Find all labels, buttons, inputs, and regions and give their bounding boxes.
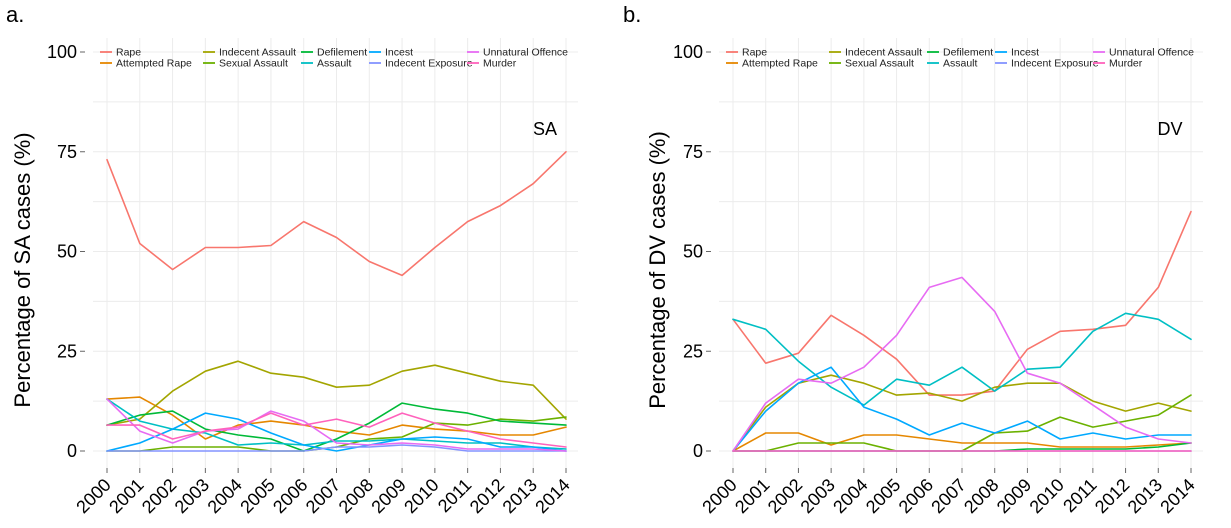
- legend-label: Unnatural Offence: [1109, 47, 1194, 59]
- grid: [719, 38, 1203, 468]
- x-tick-label: 2003: [797, 475, 839, 517]
- annotation-dv: DV: [1157, 119, 1182, 139]
- x-tick-label: 2013: [1124, 475, 1166, 517]
- x-tick-label: 2013: [499, 475, 541, 517]
- x-tick-label: 2008: [960, 475, 1002, 517]
- y-tick-label: 75: [683, 142, 703, 162]
- legend: Rape Indecent Assault Defilement Incest Unna…: [100, 47, 568, 70]
- panel-label-b: b.: [623, 2, 641, 27]
- y-tick-label: 0: [693, 441, 703, 461]
- series-line-incest: [732, 366, 1192, 452]
- series-line-indecent-assault: [106, 360, 567, 426]
- series-line-assault: [106, 398, 567, 450]
- x-tick-label: 2000: [698, 475, 740, 517]
- y-tick-label: 50: [683, 242, 703, 262]
- panel-sa: a. Percentage of SA cases (%) SA 0 25 50 75…: [6, 2, 578, 517]
- series-line-incest: [106, 412, 567, 452]
- x-tick-label: 2006: [895, 475, 937, 517]
- x-tick-label: 2012: [1091, 475, 1133, 517]
- x-tick-label: 2010: [1026, 475, 1068, 517]
- series-line-assault: [732, 312, 1192, 406]
- series-line-defilement: [106, 402, 567, 452]
- x-tick-label: 2009: [993, 475, 1035, 517]
- y-tick-label: 50: [57, 242, 77, 262]
- legend-label: Incest: [385, 47, 413, 59]
- x-tick-label: 2014: [531, 475, 573, 517]
- x-tick-label: 2008: [335, 475, 377, 517]
- x-tick-label: 2000: [72, 475, 114, 517]
- x-tick-label: 2014: [1156, 475, 1198, 517]
- legend-label: Attempted Rape: [742, 58, 818, 70]
- legend-label: Indecent Exposure: [385, 58, 473, 70]
- legend-label: Sexual Assault: [219, 58, 288, 70]
- legend-label: Attempted Rape: [116, 58, 192, 70]
- x-tick-label: 2004: [829, 475, 871, 517]
- x-tick-label: 2007: [302, 475, 344, 517]
- series-line-unnatural-offence: [106, 398, 567, 452]
- legend: Rape Indecent Assault Defilement Incest Unna…: [726, 47, 1194, 70]
- legend-label: Unnatural Offence: [483, 47, 568, 59]
- x-tick-label: 2009: [367, 475, 409, 517]
- legend-label: Indecent Assault: [845, 47, 922, 59]
- panel-label-a: a.: [6, 2, 24, 27]
- x-tick-label: 2011: [1059, 475, 1101, 517]
- y-tick-label: 75: [57, 142, 77, 162]
- legend-label: Rape: [116, 47, 141, 59]
- legend-label: Assault: [943, 58, 978, 70]
- x-tick-label: 2001: [731, 475, 773, 517]
- legend-label: Indecent Assault: [219, 47, 296, 59]
- legend-label: Assault: [317, 58, 352, 70]
- legend-label: Rape: [742, 47, 767, 59]
- series-line-rape: [106, 151, 567, 277]
- series-line-attempted-rape: [732, 432, 1192, 452]
- series-line-rape: [732, 210, 1192, 396]
- x-tick-label: 2001: [105, 475, 147, 517]
- annotation-sa: SA: [533, 119, 557, 139]
- y-tick-label: 100: [673, 42, 703, 62]
- x-tick-label: 2002: [138, 475, 180, 517]
- x-tick-label: 2012: [466, 475, 508, 517]
- x-tick-label: 2005: [236, 475, 278, 517]
- series-line-murder: [106, 412, 567, 448]
- panel-dv: b. Percentage of DV cases (%) DV 0 25 50 75…: [623, 2, 1203, 517]
- y-axis-label-dv: Percentage of DV cases (%): [645, 131, 670, 409]
- y-tick-label: 25: [57, 341, 77, 361]
- legend-label: Defilement: [317, 47, 367, 59]
- grid: [93, 38, 578, 468]
- x-tick-label: 2010: [400, 475, 442, 517]
- series-line-unnatural-offence: [732, 276, 1192, 452]
- x-tick-label: 2006: [269, 475, 311, 517]
- y-axis-label-sa: Percentage of SA cases (%): [10, 132, 35, 407]
- legend-label: Defilement: [943, 47, 993, 59]
- x-tick-label: 2011: [434, 475, 476, 517]
- y-tick-label: 100: [47, 42, 77, 62]
- legend-label: Murder: [483, 58, 517, 70]
- legend-label: Indecent Exposure: [1011, 58, 1099, 70]
- x-tick-label: 2002: [764, 475, 806, 517]
- x-tick-label: 2005: [862, 475, 904, 517]
- legend-label: Sexual Assault: [845, 58, 914, 70]
- x-tick-label: 2004: [204, 475, 246, 517]
- y-tick-label: 25: [683, 341, 703, 361]
- x-tick-label: 2003: [171, 475, 213, 517]
- legend-label: Incest: [1011, 47, 1039, 59]
- legend-label: Murder: [1109, 58, 1143, 70]
- x-tick-label: 2007: [927, 475, 969, 517]
- y-tick-label: 0: [67, 441, 77, 461]
- series-line-indecent-exposure: [106, 444, 567, 452]
